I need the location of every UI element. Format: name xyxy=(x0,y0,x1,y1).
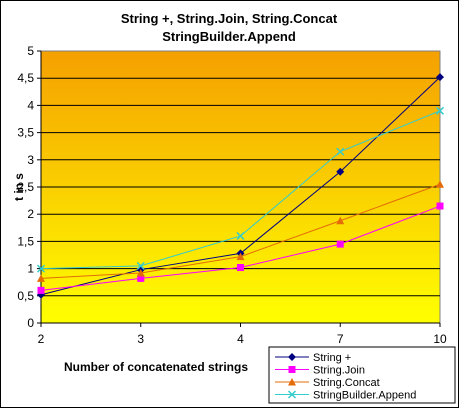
data-point-marker xyxy=(436,180,444,188)
data-point-marker xyxy=(36,264,46,273)
data-point-marker xyxy=(336,240,344,248)
legend-box xyxy=(268,346,456,404)
series-2 xyxy=(37,180,444,282)
data-point-marker xyxy=(136,261,145,270)
series-1 xyxy=(37,202,444,294)
y-tick-label: 3 xyxy=(27,153,34,167)
data-point-marker xyxy=(435,106,445,115)
x-tick-label: 2 xyxy=(38,332,45,346)
data-point-marker xyxy=(236,231,245,240)
y-tick-label: 2 xyxy=(27,207,34,221)
y-tick-label: 3,5 xyxy=(17,126,34,140)
y-tick-label: 1 xyxy=(27,262,34,276)
data-point-marker xyxy=(288,366,296,373)
data-point-marker xyxy=(336,216,345,225)
series-3 xyxy=(36,106,445,273)
data-point-marker xyxy=(237,264,244,272)
data-point-marker xyxy=(336,167,345,176)
data-point-marker xyxy=(436,73,444,82)
x-tick-label: 7 xyxy=(337,332,344,346)
x-tick-label: 10 xyxy=(433,332,447,346)
series-layer xyxy=(36,73,445,299)
data-point-marker xyxy=(136,268,145,277)
data-point-marker xyxy=(137,274,145,282)
grid-lines xyxy=(41,77,440,297)
legend-entry: StringBuilder.Append xyxy=(275,390,416,402)
y-tick-label: 2,5 xyxy=(17,180,34,194)
y-tick-label: 4 xyxy=(27,98,34,112)
y-axis-title: t in s xyxy=(12,173,26,201)
data-point-marker xyxy=(37,286,45,294)
data-point-marker xyxy=(236,252,245,261)
x-tick-label: 3 xyxy=(137,332,144,346)
data-point-marker xyxy=(287,390,297,399)
chart-title: String +, String.Join, String.Concat xyxy=(121,11,338,26)
chart-subtitle: StringBuilder.Append xyxy=(162,29,296,44)
y-tick-label: 1,5 xyxy=(17,234,34,248)
data-point-marker xyxy=(336,147,345,156)
legend-entry: String + xyxy=(275,352,351,364)
y-tick-label: 0 xyxy=(27,316,34,330)
y-axis-ticks: 0 0,5 1 1,5 2 2,5 3 3,5 4 4,5 5 xyxy=(17,44,41,330)
data-point-marker xyxy=(288,353,296,361)
legend-label: String.Join xyxy=(313,365,365,377)
x-tick-label: 4 xyxy=(237,332,244,346)
legend-label: StringBuilder.Append xyxy=(313,390,416,402)
legend-entry: String.Concat xyxy=(275,377,380,389)
data-point-marker xyxy=(37,274,45,282)
legend-entry: String.Join xyxy=(275,365,365,377)
legend: String +String.JoinString.ConcatStringBu… xyxy=(268,346,456,404)
legend-label: String.Concat xyxy=(313,377,380,389)
x-axis-title: Number of concatenated strings xyxy=(64,360,248,374)
data-point-marker xyxy=(288,378,296,386)
y-tick-label: 0,5 xyxy=(17,289,34,303)
data-point-marker xyxy=(436,202,444,210)
legend-label: String + xyxy=(313,352,351,364)
legend-items: String +String.JoinString.ConcatStringBu… xyxy=(275,352,416,402)
y-tick-label: 4,5 xyxy=(17,71,34,85)
y-tick-label: 5 xyxy=(27,44,34,58)
